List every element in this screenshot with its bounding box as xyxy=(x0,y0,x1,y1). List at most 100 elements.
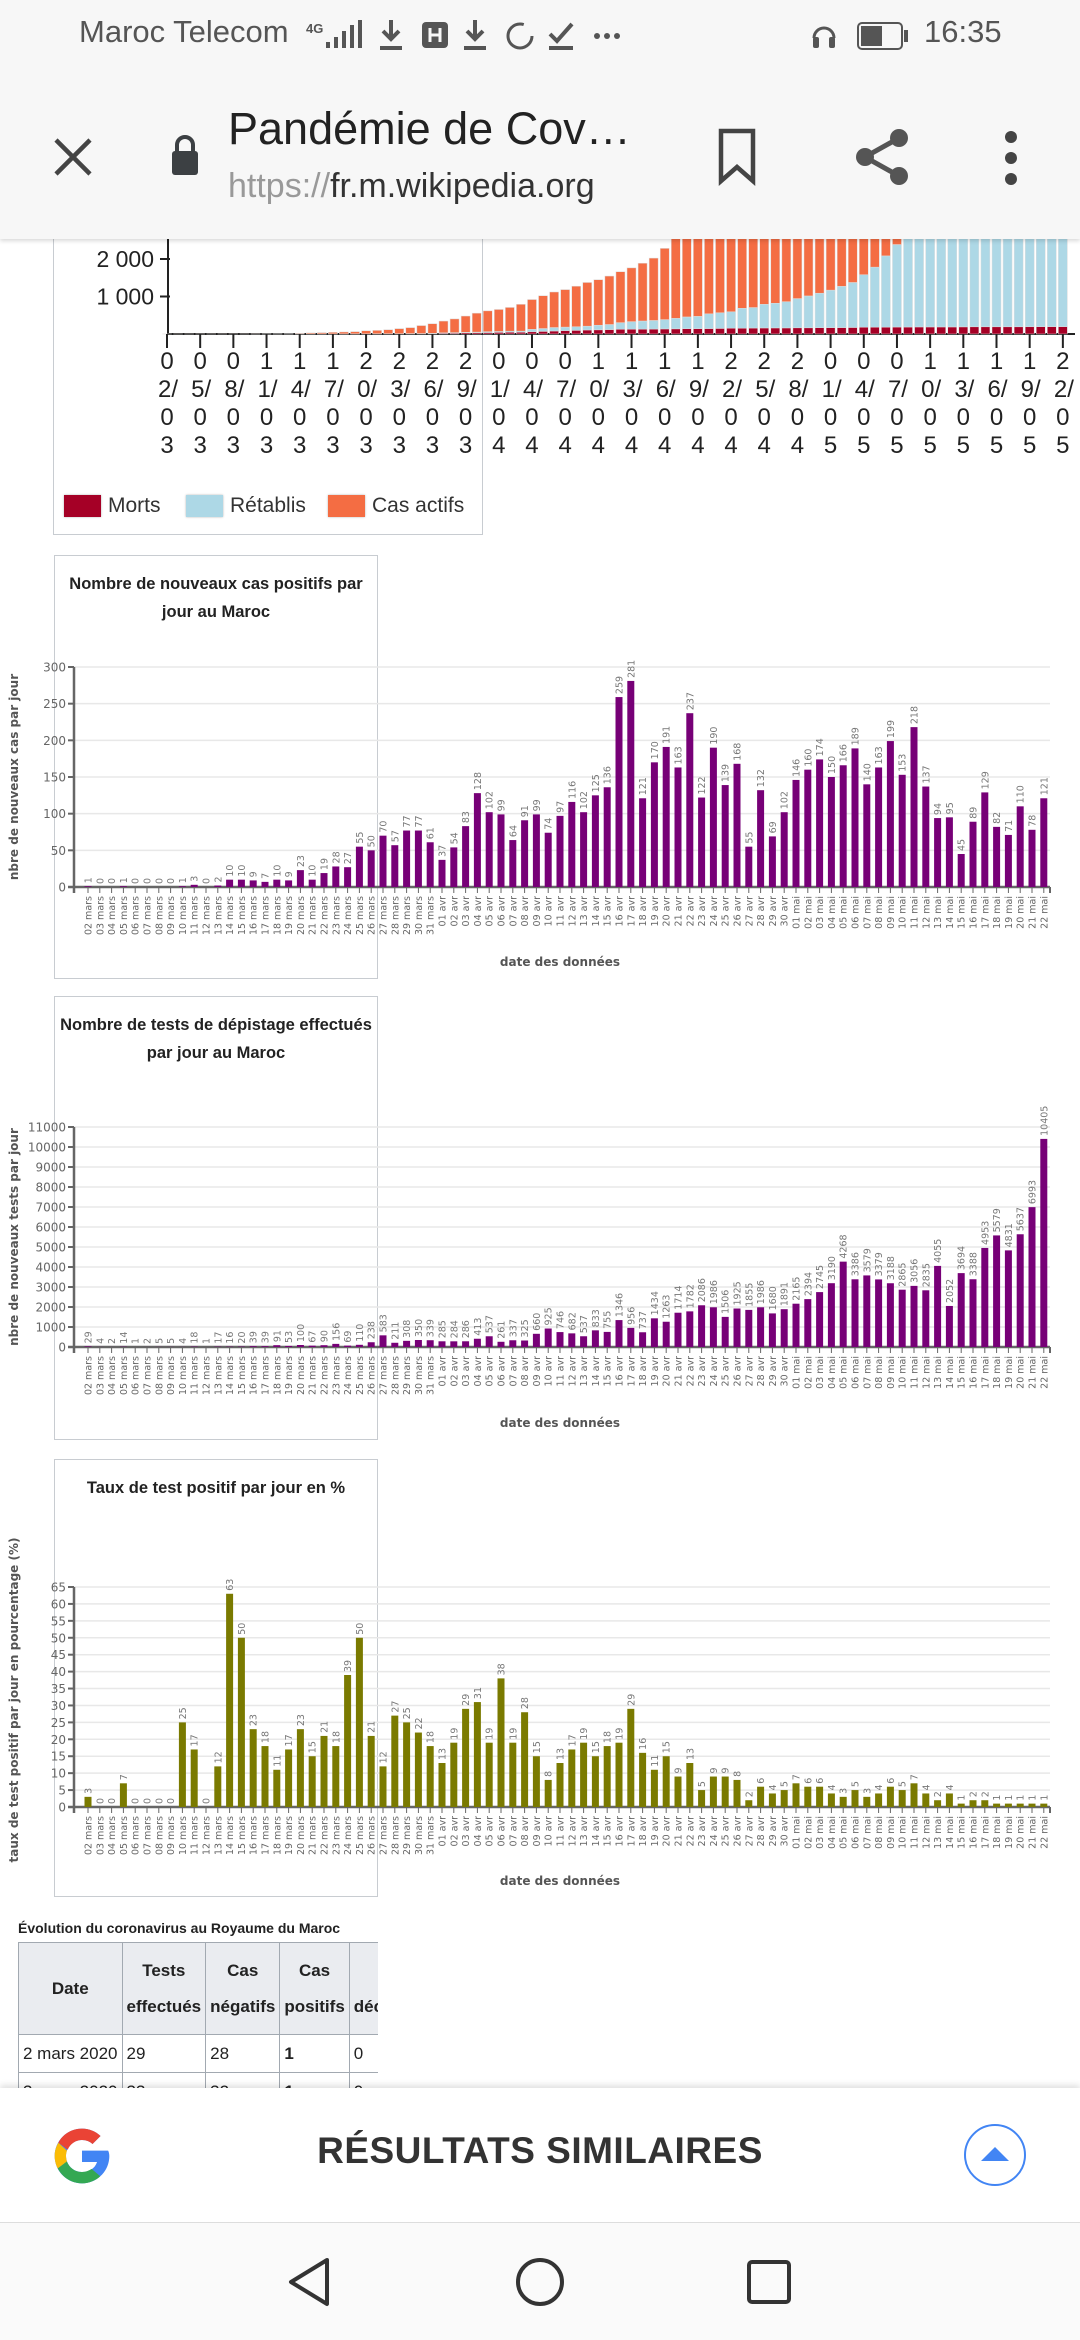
value-label: 16 xyxy=(638,1738,649,1750)
bar xyxy=(780,1790,788,1807)
bar xyxy=(580,812,588,887)
x-tick-label: 10 avr xyxy=(544,1816,555,1847)
scroll-up-button[interactable] xyxy=(963,2123,1027,2187)
bar-cas-actifs xyxy=(527,299,537,330)
bar xyxy=(957,1803,965,1807)
value-label: 284 xyxy=(449,1320,460,1338)
y-tick-label: 9000 xyxy=(35,1161,66,1175)
bar xyxy=(119,886,127,887)
bar xyxy=(922,1290,930,1347)
x-tick-label: 10/04 xyxy=(589,348,610,459)
page-title[interactable]: Pandémie de Cov… xyxy=(228,103,631,154)
x-tick-label: 10 avr xyxy=(544,896,555,927)
home-icon[interactable] xyxy=(514,2256,566,2308)
y-tick-label: 20 xyxy=(51,1733,66,1747)
bar xyxy=(650,762,658,887)
value-label: 57 xyxy=(390,830,401,842)
value-label: 413 xyxy=(473,1318,484,1336)
x-tick-label: 29 mars xyxy=(402,1816,413,1855)
value-label: 23 xyxy=(296,855,307,867)
x-tick-label: 02 avr xyxy=(449,1356,460,1387)
bar-cas-actifs xyxy=(593,279,604,326)
x-tick-label: 15 avr xyxy=(603,896,614,927)
x-tick-label: 18 mars xyxy=(272,896,283,935)
x-tick-label: 07 avr xyxy=(508,1356,519,1387)
bar xyxy=(969,1800,977,1807)
value-label: 0 xyxy=(154,1798,165,1804)
bar-retablis xyxy=(549,327,559,332)
bar xyxy=(462,826,470,887)
value-label: 1263 xyxy=(662,1295,673,1319)
bookmark-icon[interactable] xyxy=(716,128,758,186)
x-tick-label: 02 mars xyxy=(84,896,95,935)
value-label: 2165 xyxy=(792,1277,803,1301)
related-results-bar[interactable]: RÉSULTATS SIMILAIRES xyxy=(0,2088,1080,2222)
bar-cas-actifs xyxy=(449,318,460,333)
value-label: 3 xyxy=(190,876,201,882)
value-label: 38 xyxy=(497,1663,508,1675)
bar xyxy=(709,1776,717,1807)
x-axis-title: date des données xyxy=(500,955,620,969)
value-label: 121 xyxy=(1039,777,1050,795)
bar xyxy=(757,1786,765,1807)
bar-cas-actifs xyxy=(549,291,559,328)
bar xyxy=(662,746,670,887)
x-tick-label: 11 mai xyxy=(910,1816,921,1849)
bar-cas-actifs xyxy=(361,330,371,335)
value-label: 682 xyxy=(567,1312,578,1330)
x-tick-label: 03 mars xyxy=(95,896,106,935)
bar-retablis xyxy=(903,233,913,328)
y-tick-label: 3000 xyxy=(35,1281,66,1295)
more-vert-icon[interactable] xyxy=(1000,130,1022,186)
bar xyxy=(1004,834,1012,887)
x-tick-label: 08 mars xyxy=(154,1816,165,1855)
bar xyxy=(816,1292,824,1347)
x-tick-label: 04 mai xyxy=(827,896,838,929)
bar-cas-actifs xyxy=(571,285,581,327)
value-label: 3 xyxy=(839,1788,850,1794)
x-tick-label: 26 mars xyxy=(367,896,378,935)
lock-icon xyxy=(172,135,198,175)
value-label: 10 xyxy=(225,865,236,877)
x-tick-label: 28 mars xyxy=(390,896,401,935)
value-label: 18 xyxy=(190,1332,201,1344)
header-deces: décès xyxy=(348,1942,378,2035)
bar-retablis xyxy=(781,301,792,329)
bar-retablis xyxy=(814,292,825,328)
evolution-table-container[interactable]: Évolution du coronavirus au Royaume du M… xyxy=(18,1920,378,2088)
value-label: 7 xyxy=(792,1774,803,1780)
bar-cas-actifs xyxy=(582,282,593,327)
value-label: 50 xyxy=(367,835,378,847)
x-tick-label: 04 mars xyxy=(107,1356,118,1395)
x-tick-label: 05 mars xyxy=(119,1356,130,1395)
page-url[interactable]: https://fr.m.wikipedia.org xyxy=(228,166,595,206)
cell-positifs: 1 xyxy=(279,2034,350,2073)
value-label: 20 xyxy=(237,1332,248,1344)
x-tick-label: 28 avr xyxy=(756,1816,767,1847)
bar xyxy=(674,767,682,887)
x-tick-label: 13 mai xyxy=(933,896,944,929)
x-tick-label: 16 mars xyxy=(249,1356,260,1395)
bar-morts xyxy=(648,328,659,335)
value-label: 0 xyxy=(202,1798,213,1804)
carrier-name: Maroc Telecom xyxy=(79,14,289,49)
bar xyxy=(1040,1138,1048,1347)
x-tick-label: 30 avr xyxy=(780,896,791,927)
value-label: 3056 xyxy=(910,1259,921,1283)
x-tick-label: 26 mars xyxy=(367,1816,378,1855)
bar xyxy=(816,1786,824,1807)
x-tick-label: 01/04 xyxy=(489,348,510,459)
x-tick-label: 13 mai xyxy=(933,1356,944,1389)
close-icon[interactable] xyxy=(50,134,96,180)
value-label: 170 xyxy=(650,741,661,759)
bar xyxy=(178,886,186,887)
value-label: 190 xyxy=(709,727,720,745)
back-icon[interactable] xyxy=(285,2256,335,2308)
x-tick-label: 02 mars xyxy=(84,1816,95,1855)
related-results-label[interactable]: RÉSULTATS SIMILAIRES xyxy=(317,2130,763,2171)
recents-icon[interactable] xyxy=(745,2258,793,2306)
value-label: 99 xyxy=(497,799,508,811)
bar xyxy=(580,1742,588,1807)
share-icon[interactable] xyxy=(852,126,912,188)
bar-morts xyxy=(814,327,825,335)
